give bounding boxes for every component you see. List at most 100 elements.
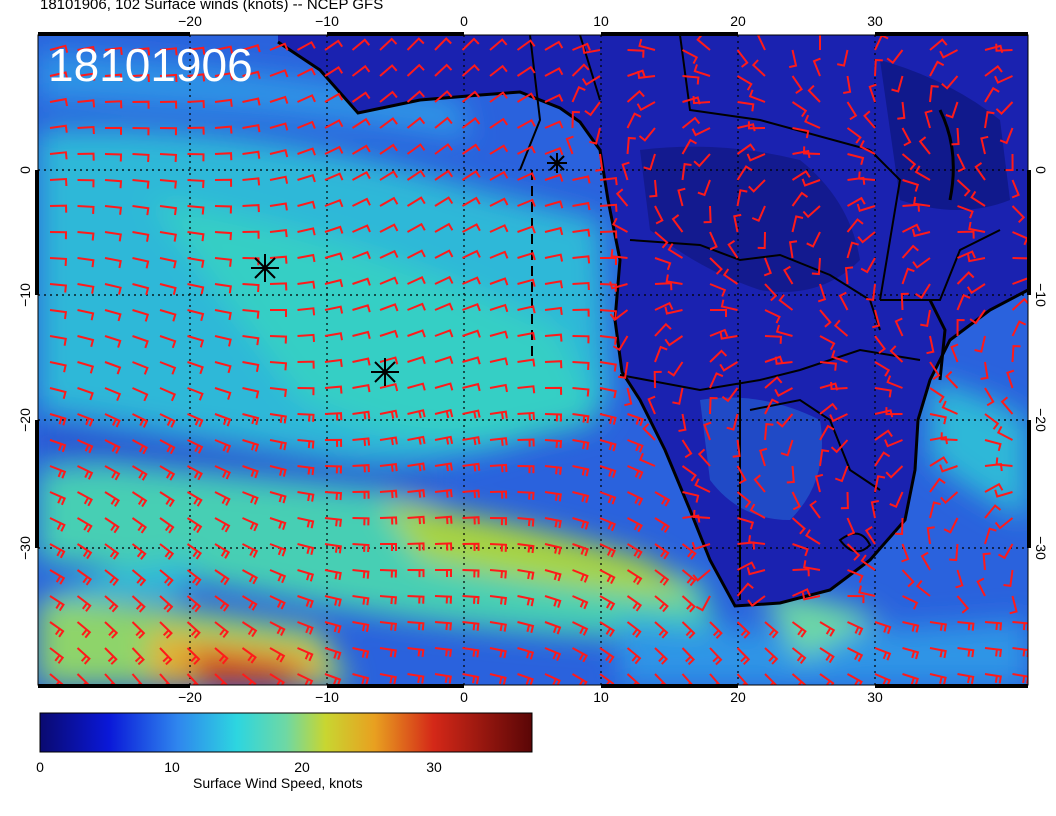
wind-barb <box>269 122 289 131</box>
wind-barb <box>736 465 747 485</box>
wind-barb <box>186 621 201 639</box>
wind-barb <box>77 465 94 480</box>
wind-barb <box>626 543 643 559</box>
wind-barb <box>924 109 933 129</box>
wind-barb <box>462 621 480 631</box>
wind-barb <box>763 257 772 277</box>
wind-barb <box>379 516 398 525</box>
wind-barb <box>747 535 766 545</box>
wind-barb <box>269 175 289 184</box>
wind-barb <box>76 621 92 639</box>
wind-barb <box>819 449 830 467</box>
wind-barb <box>379 673 397 685</box>
wind-barb <box>974 162 986 181</box>
wind-barb <box>297 595 314 609</box>
wind-barb <box>836 49 849 67</box>
wind-barb <box>626 647 642 665</box>
wind-barb <box>572 595 589 610</box>
wind-barb <box>920 551 931 571</box>
wind-barb <box>864 525 876 545</box>
wind-barb <box>49 361 67 373</box>
wind-barb <box>269 621 286 636</box>
wind-barb <box>77 179 95 188</box>
wind-barb <box>352 197 371 207</box>
wind-barb <box>638 127 656 142</box>
wind-barb <box>434 647 453 657</box>
wind-barb <box>242 44 261 53</box>
wind-barb <box>187 231 205 242</box>
wind-barb <box>874 621 892 635</box>
wind-barb <box>941 400 958 415</box>
wind-barb <box>186 673 200 685</box>
wind-barb <box>599 647 615 664</box>
wind-barb <box>859 140 876 155</box>
wind-barb <box>49 257 68 266</box>
wind-barb <box>379 409 399 419</box>
wind-barb <box>324 595 342 607</box>
wind-barb <box>572 255 591 264</box>
wind-barb <box>214 439 232 453</box>
right-tick-label: −10 <box>1033 283 1049 307</box>
wind-barb <box>939 49 958 59</box>
wind-barb <box>517 251 536 261</box>
wind-barb <box>970 190 986 207</box>
wind-barb <box>407 222 426 233</box>
wind-barb <box>324 199 344 208</box>
wind-barb <box>654 569 670 586</box>
wind-barb <box>434 595 453 604</box>
wind-barb <box>324 358 343 368</box>
wind-barb <box>764 423 774 441</box>
wind-barb <box>847 176 866 185</box>
wind-barb <box>242 517 259 532</box>
wind-barb <box>297 120 316 129</box>
wind-barb <box>719 331 738 340</box>
wind-barb <box>994 489 1013 498</box>
wind-barb <box>544 595 562 608</box>
wind-barb <box>860 257 876 274</box>
wind-barb <box>159 205 178 216</box>
wind-barb <box>901 543 910 563</box>
wind-barb <box>379 37 398 51</box>
wind-barb <box>242 97 261 106</box>
wind-barb <box>186 569 202 586</box>
colorbar-tick: 20 <box>294 759 310 775</box>
wind-barb <box>786 465 795 484</box>
wind-barb <box>544 40 564 51</box>
left-tick-label: 0 <box>17 166 33 174</box>
wind-barb <box>691 127 711 137</box>
wind-barb <box>406 169 426 181</box>
wind-barb <box>49 413 67 426</box>
wind-barb <box>214 621 230 639</box>
wind-barb <box>847 196 866 207</box>
wind-barb <box>819 621 836 637</box>
wind-barb <box>159 335 177 349</box>
wind-barb <box>131 621 146 639</box>
wind-barb <box>749 503 766 519</box>
wind-barb <box>984 482 1004 493</box>
wind-barb <box>753 474 766 493</box>
wind-barb <box>929 60 945 77</box>
wind-barb <box>214 465 231 480</box>
wind-barb <box>489 647 507 659</box>
wind-barb <box>902 223 921 233</box>
wind-barb <box>996 425 1013 441</box>
wind-barb <box>1011 205 1026 224</box>
wind-barb <box>901 153 917 171</box>
wind-barb <box>681 162 692 181</box>
wind-barb <box>351 64 371 77</box>
wind-barb <box>132 47 151 56</box>
wind-barb <box>866 283 876 302</box>
wind-barb <box>352 595 370 606</box>
wind-barb <box>77 309 95 321</box>
wind-barb <box>672 387 684 405</box>
wind-barb <box>682 514 701 523</box>
wind-barb <box>49 177 68 187</box>
wind-barb <box>847 595 865 604</box>
wind-barb <box>1003 569 1014 588</box>
wind-barb <box>49 387 67 400</box>
wind-barb <box>242 257 260 266</box>
wind-barb <box>732 439 741 458</box>
wind-barb <box>829 413 848 423</box>
wind-barb <box>804 114 821 129</box>
wind-barb <box>982 552 991 571</box>
